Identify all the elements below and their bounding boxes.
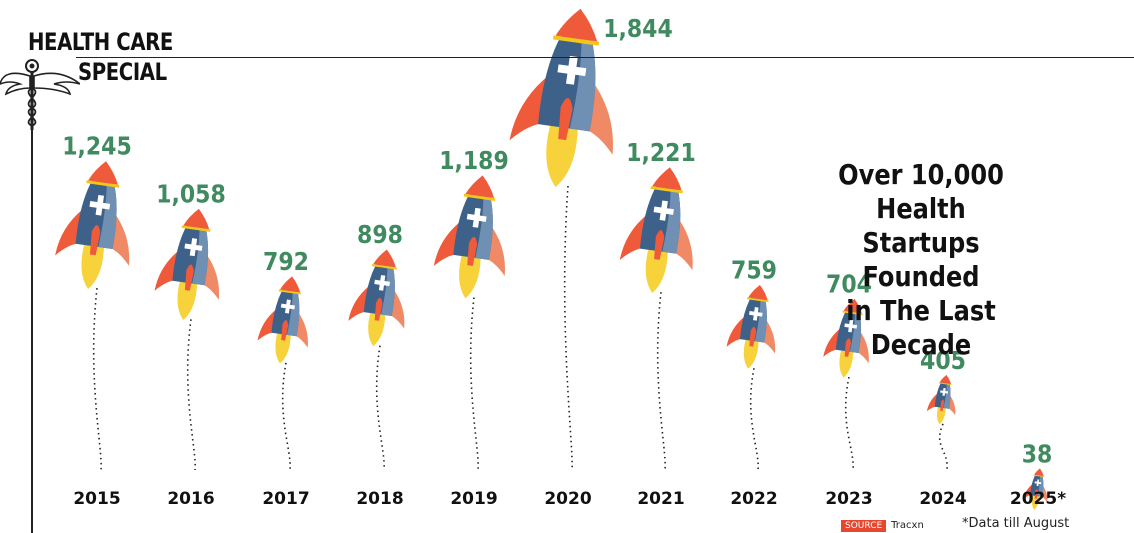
year-label-2024: 2024 (919, 489, 966, 509)
year-label-2019: 2019 (450, 489, 497, 509)
value-label-2017: 792 (263, 247, 309, 277)
year-label-2022: 2022 (730, 489, 777, 509)
rocket-2016: 1,058 2016 (154, 179, 226, 509)
value-label-2016: 1,058 (156, 179, 226, 209)
value-label-2015: 1,245 (62, 131, 132, 161)
rocket-2020: 1,844 2020 (509, 8, 673, 509)
rocket-2023: 704 2023 (823, 269, 873, 509)
rocket-shape (823, 298, 869, 378)
value-label-2018: 898 (357, 220, 403, 250)
rocket-2025*: 38 2025* (1010, 439, 1066, 510)
footnote: *Data till August (962, 516, 1070, 531)
value-label-2021: 1,221 (626, 137, 696, 167)
rocket-trail (469, 297, 479, 471)
section-label: HEALTH CARE (28, 28, 173, 56)
rocket-shape (726, 284, 776, 369)
year-label-2020: 2020 (544, 489, 591, 509)
year-label-2015: 2015 (73, 489, 120, 509)
value-label-2022: 759 (731, 255, 777, 285)
headline-line-2: Startups Founded (862, 226, 980, 293)
value-label-2019: 1,189 (439, 146, 509, 176)
rocket-shape (154, 208, 220, 321)
source-name: Tracxn (891, 520, 924, 531)
source-credit: SOURCE Tracxn (841, 520, 924, 532)
year-label-2025*: 2025* (1010, 489, 1066, 509)
rocket-shape (1023, 468, 1048, 510)
value-label-2020: 1,844 (603, 14, 673, 44)
year-label-2016: 2016 (167, 489, 214, 509)
caduceus-icon (0, 59, 80, 130)
rocket-shape (348, 249, 405, 347)
rocket-2017: 792 2017 (257, 247, 310, 509)
rocket-trail (281, 362, 291, 471)
rocket-shape (509, 8, 613, 188)
rocket-2024: 405 2024 (919, 345, 966, 509)
section-label-sub: SPECIAL (78, 58, 167, 86)
year-label-2017: 2017 (262, 489, 309, 509)
rocket-trail (844, 376, 854, 471)
rocket-trail (749, 368, 759, 471)
rocket-2022: 759 2022 (726, 255, 778, 509)
rocket-2015: 1,245 2015 (55, 131, 132, 509)
rocket-trail (186, 319, 196, 471)
rocket-trail (92, 288, 102, 471)
rocket-trail (563, 185, 573, 471)
headline: Over 10,000 Health Startups Founded in T… (808, 158, 1033, 362)
rocket-2021: 1,221 2021 (619, 137, 696, 509)
side-rule (31, 90, 33, 533)
header-rule (76, 57, 1134, 58)
rocket-trail (656, 292, 666, 471)
rocket-trail (938, 423, 948, 471)
value-label-2024: 405 (920, 345, 966, 375)
rocket-shape (926, 375, 956, 425)
rocket-shape (257, 276, 308, 364)
rocket-shape (619, 167, 693, 293)
rocket-trail (375, 345, 385, 471)
rocket-2018: 898 2018 (348, 220, 405, 509)
year-label-2021: 2021 (637, 489, 684, 509)
source-tag: SOURCE (841, 520, 887, 532)
rocket-2019: 1,189 2019 (433, 146, 509, 509)
headline-line-3: in The Last Decade (846, 294, 996, 361)
year-label-2023: 2023 (825, 489, 872, 509)
value-label-2025*: 38 (1022, 439, 1053, 469)
year-label-2018: 2018 (356, 489, 403, 509)
rocket-shape (433, 175, 505, 299)
value-label-2023: 704 (826, 269, 872, 299)
rocket-shape (55, 161, 130, 289)
headline-line-1: Over 10,000 Health (838, 158, 1004, 225)
